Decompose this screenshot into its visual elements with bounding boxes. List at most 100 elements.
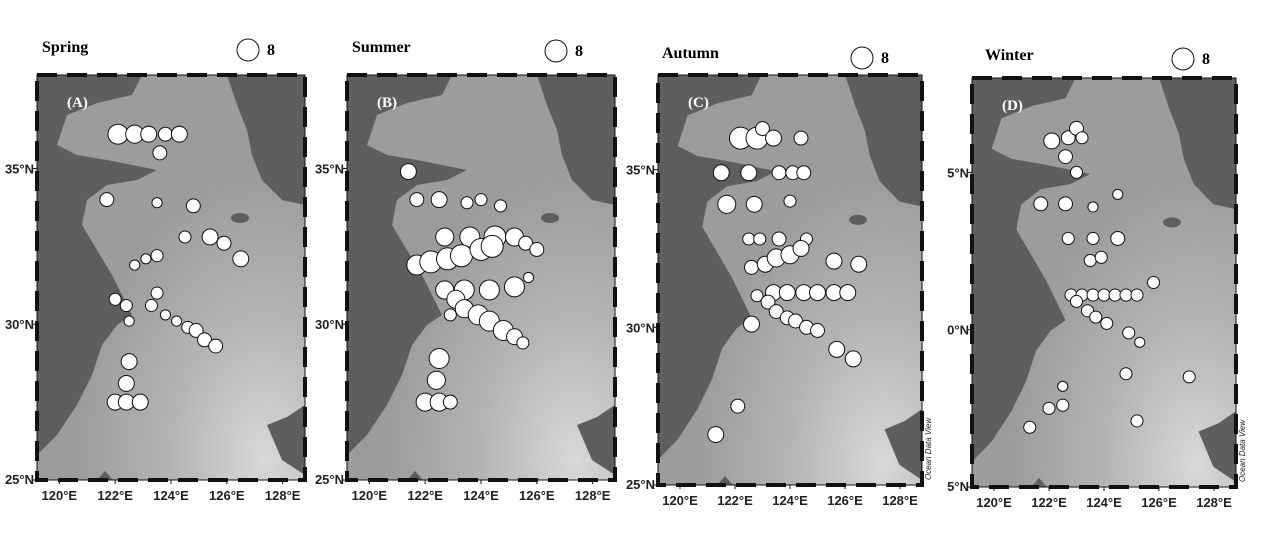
station-bubble — [730, 398, 746, 414]
lon-tick-label: 128°E — [575, 488, 611, 503]
station-bubble — [443, 308, 457, 322]
lon-tick-label: 126°E — [519, 488, 555, 503]
credit: Ocean Data View — [924, 417, 933, 480]
station-bubble — [1060, 130, 1076, 146]
station-bubble — [208, 338, 224, 354]
station-bubble — [1033, 196, 1049, 212]
station-bubble — [1056, 398, 1070, 412]
legend-bubble — [1171, 47, 1195, 71]
station-bubble — [760, 294, 776, 310]
lat-tick-label: 30°N — [626, 320, 655, 335]
station-bubble — [1097, 288, 1111, 302]
lon-tick-label: 122°E — [97, 488, 133, 503]
lat-tick-label: 30°N — [5, 317, 34, 332]
frame-dash — [656, 73, 924, 487]
station-bubble — [740, 164, 758, 182]
panel-title: Summer — [352, 39, 411, 56]
station-bubble — [744, 259, 759, 275]
station-bubble — [1094, 250, 1108, 264]
lon-tick-label: 124°E — [463, 488, 499, 503]
station-bubble — [788, 313, 803, 329]
station-bubble — [712, 164, 730, 182]
station-bubble — [399, 163, 417, 181]
frame-dash — [970, 76, 1238, 489]
lat-tick-label: 35°N — [5, 161, 34, 176]
lon-tick-label: 128°E — [882, 493, 918, 508]
station-bubble — [1083, 253, 1097, 268]
station-bubble — [1042, 401, 1056, 415]
legend-label: 8 — [267, 42, 275, 59]
station-bubble — [1100, 316, 1114, 330]
station-bubble — [1130, 288, 1144, 302]
station-bubble — [107, 123, 129, 145]
station-bubble — [1057, 380, 1069, 392]
station-bubble — [119, 299, 133, 313]
station-bubble — [783, 194, 797, 208]
station-bubble — [117, 374, 135, 392]
station-bubble — [129, 259, 141, 271]
legend-label: 8 — [1202, 51, 1210, 68]
station-bubble — [99, 192, 115, 208]
station-bubble — [151, 197, 163, 209]
station-bubble — [1119, 288, 1133, 302]
station-bubble — [765, 129, 782, 147]
panel-title: Spring — [42, 39, 88, 56]
station-bubble — [426, 370, 446, 390]
station-bubble — [743, 315, 760, 333]
station-bubble — [1110, 230, 1126, 246]
station-bubble — [131, 393, 149, 411]
station-bubble — [504, 276, 525, 298]
credit: Ocean Data View — [1238, 419, 1247, 482]
station-bubble — [449, 244, 473, 268]
station-bubble — [460, 196, 474, 210]
station-bubble — [1134, 336, 1146, 348]
panel-title: Autumn — [662, 45, 719, 62]
station-bubble — [157, 126, 173, 142]
station-bubble — [839, 284, 857, 302]
panel-label: (D) — [1002, 98, 1023, 114]
station-bubble — [1086, 231, 1100, 245]
station-bubble — [197, 332, 212, 348]
station-bubble — [745, 195, 763, 213]
lon-tick-label: 120°E — [352, 488, 388, 503]
lon-tick-label: 126°E — [209, 488, 245, 503]
frame-dash — [35, 73, 307, 482]
legend-bubble — [850, 46, 874, 70]
station-bubble — [178, 230, 192, 244]
station-bubble — [1058, 196, 1073, 212]
station-bubble — [810, 323, 825, 338]
legend-bubble — [544, 39, 568, 63]
station-bubble — [140, 253, 152, 265]
lon-tick-label: 122°E — [717, 493, 753, 508]
station-bubble — [409, 192, 425, 208]
station-bubble — [771, 165, 787, 181]
station-bubble — [516, 336, 530, 350]
station-bubble — [478, 279, 500, 301]
station-bubble — [1086, 288, 1100, 302]
lat-tick-label: 5°N — [947, 479, 969, 494]
station-bubble — [150, 286, 164, 300]
legend-label: 8 — [881, 50, 889, 67]
lon-tick-label: 120°E — [976, 495, 1012, 510]
lat-tick-label: 35°N — [626, 163, 655, 178]
station-bubble — [188, 323, 204, 338]
panel-label: (C) — [688, 95, 709, 111]
lat-tick-label: 30°N — [315, 317, 344, 332]
station-bubble — [771, 231, 787, 247]
station-bubble — [1089, 310, 1103, 324]
legend-label: 8 — [575, 43, 583, 60]
station-bubble — [793, 130, 809, 146]
station-bubble — [232, 250, 250, 268]
lat-tick-label: 25°N — [626, 477, 655, 492]
station-bubble — [1061, 231, 1075, 245]
station-bubble — [171, 315, 183, 327]
station-bubble — [1122, 326, 1136, 340]
station-bubble — [1087, 201, 1099, 213]
station-bubble — [1058, 149, 1073, 165]
lon-tick-label: 126°E — [1141, 495, 1177, 510]
station-bubble — [529, 242, 545, 257]
station-bubble — [1108, 288, 1122, 302]
lon-tick-label: 122°E — [1031, 495, 1067, 510]
station-bubble — [152, 145, 168, 161]
frame-dash — [345, 73, 617, 482]
